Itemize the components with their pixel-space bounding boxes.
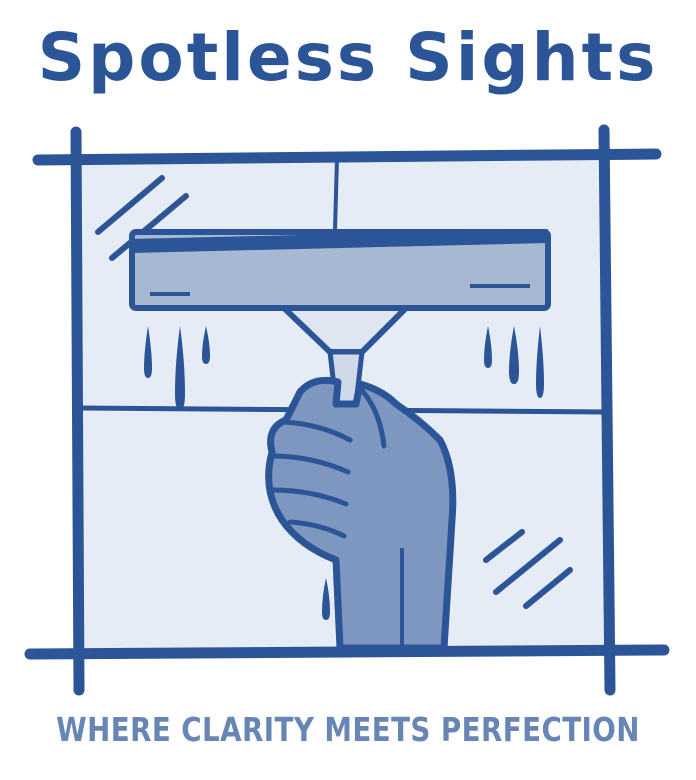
brand-title: Spotless Sights: [37, 19, 659, 96]
window-frame-icon: [24, 124, 670, 696]
squeegee-icon: [129, 229, 551, 407]
hand-holding-squeegee-icon: [265, 376, 457, 652]
tagline: WHERE CLARITY MEETS PERFECTION: [56, 710, 640, 749]
window-squeegee-illustration: [24, 124, 670, 696]
